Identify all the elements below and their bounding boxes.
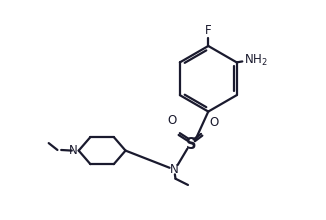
Text: O: O	[167, 114, 176, 127]
Text: O: O	[210, 116, 219, 129]
Text: F: F	[205, 24, 212, 37]
Text: NH$_2$: NH$_2$	[244, 53, 267, 68]
Text: N: N	[170, 163, 178, 176]
Text: N: N	[69, 144, 78, 157]
Text: S: S	[186, 137, 196, 152]
